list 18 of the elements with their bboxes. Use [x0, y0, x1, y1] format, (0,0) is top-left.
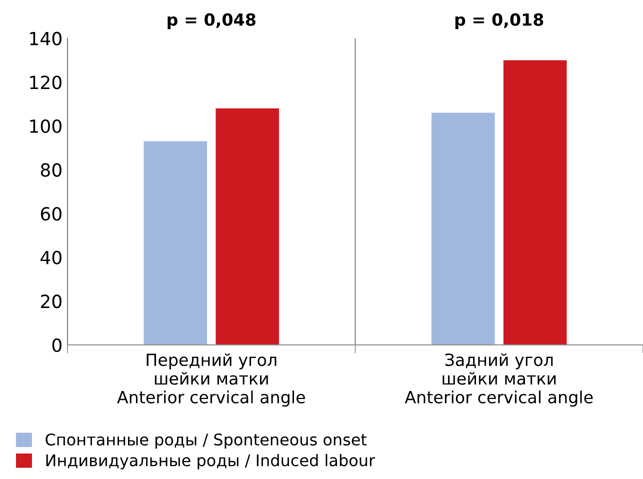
text: p = 0,048 [168, 13, 256, 30]
y-tick-label: 20 [41, 294, 62, 308]
y-tick-label: 100 [30, 119, 62, 134]
y-tick-label: 40 [40, 250, 62, 264]
bar [503, 60, 567, 345]
x-tick-label: Задний угол шейки матки Anterior cervical angle [404, 353, 593, 407]
bar [432, 112, 495, 345]
legend-label: Индивидуальные роды / Induced labour [46, 454, 376, 470]
y-tick-label: 80 [40, 163, 62, 177]
y-tick-label: 120 [30, 76, 62, 90]
text: p = 0,018 [455, 13, 544, 30]
y-tick-label: 0 [52, 338, 62, 352]
y-tick-label: 60 [40, 206, 62, 221]
bar [144, 141, 208, 345]
y-tick-label: 140 [30, 32, 62, 46]
bar [216, 108, 280, 345]
x-tick-label: Передний угол шейки матки Anterior cervical angle [117, 353, 305, 407]
legend-label: Спонтанные роды / Sponteneous onset [46, 434, 367, 449]
